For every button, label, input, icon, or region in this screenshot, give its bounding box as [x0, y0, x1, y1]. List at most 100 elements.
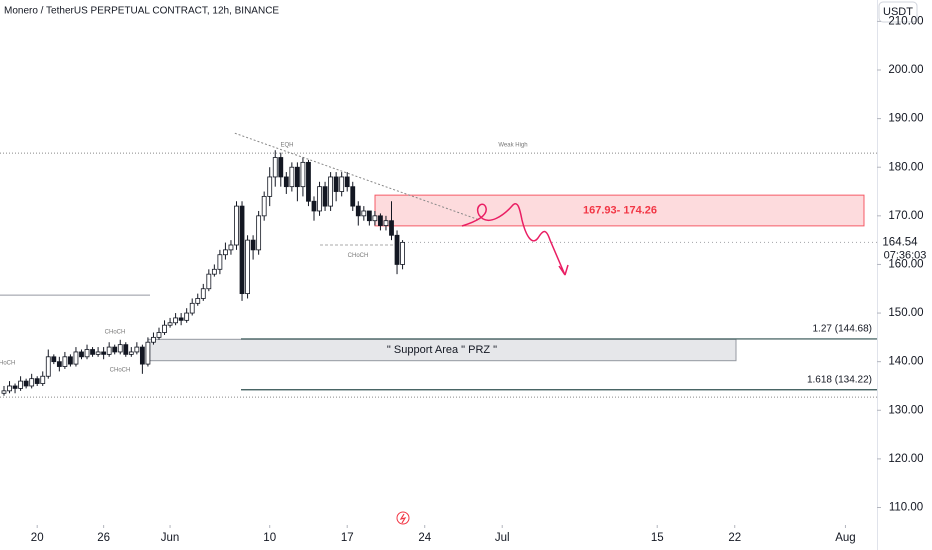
y-tick-label: 130.00 [888, 404, 923, 416]
trendline [234, 132, 481, 221]
candle-body [283, 176, 289, 188]
candle-body [344, 176, 350, 188]
candle-body [51, 356, 57, 363]
x-tick-label: 17 [341, 532, 354, 544]
candle-body [1, 390, 7, 394]
candle-body [289, 166, 295, 188]
candle-body [23, 380, 29, 387]
candle-body [306, 161, 311, 202]
candle-body [128, 351, 134, 355]
zone-label: 167.93- 174.26 [583, 204, 657, 216]
candle-body [250, 239, 256, 251]
y-tick-label: 180.00 [888, 161, 923, 173]
candle-body [245, 239, 250, 295]
candle-body [167, 322, 173, 326]
projection-arrow [461, 203, 569, 276]
chart-title: Monero / TetherUS PERPETUAL CONTRACT, 12… [4, 6, 279, 17]
y-tick-label: 200.00 [888, 64, 923, 76]
countdown-label: 07:36:03 [884, 249, 927, 261]
x-tick-label: Jul [495, 532, 510, 544]
x-tick-label: Aug [835, 532, 855, 544]
fib-label: 1.27 (144.68) [813, 324, 873, 335]
x-tick-label: Jun [161, 532, 180, 544]
candle-body [311, 200, 317, 212]
candle-body [7, 385, 12, 392]
choch-label: CHoCH [348, 253, 369, 259]
candle-body [123, 344, 129, 355]
candle-body [90, 349, 95, 355]
logo-bolt [399, 513, 407, 524]
plot: Weak High 167.93- 174.26 " Support Area " … [0, 132, 877, 398]
candle-body [234, 205, 239, 246]
candle-body [355, 205, 361, 217]
candle-body [178, 317, 184, 321]
candle-body [383, 220, 389, 226]
candle-body [173, 317, 178, 324]
x-tick-label: 24 [418, 532, 431, 544]
candle-body [189, 302, 195, 314]
y-tick-label: 120.00 [888, 453, 923, 465]
candle-body [272, 157, 278, 178]
candle-body [34, 378, 40, 384]
candle-body [156, 332, 162, 338]
candle-body [79, 351, 84, 358]
candle-body [151, 336, 156, 343]
candle-body [95, 351, 101, 355]
choch-label: CHoCH [0, 361, 15, 367]
candle-body [195, 298, 201, 304]
choch-label: CHoCH [110, 368, 131, 374]
x-tick-label: 10 [263, 532, 276, 544]
candle-body [18, 380, 23, 389]
weak-high-label: Weak High [498, 143, 527, 149]
candle-body [378, 215, 383, 226]
y-tick-label: 210.00 [888, 15, 923, 27]
y-tick-label: 160.00 [888, 258, 923, 270]
candle-body [394, 234, 400, 265]
candle-body [278, 157, 284, 178]
candle-body [333, 176, 339, 192]
x-tick-label: 26 [97, 532, 110, 544]
candle-body [339, 176, 345, 192]
candle-body [84, 349, 90, 358]
candle-body [317, 186, 322, 212]
candle-body [261, 195, 267, 217]
x-tick-label: 20 [31, 532, 44, 544]
candle-body [322, 186, 328, 207]
candle-body [40, 375, 46, 384]
supply-zone [374, 194, 865, 227]
last-price-label: 164.54 [882, 236, 918, 248]
currency-label[interactable]: USDT [883, 6, 913, 18]
candle-body [162, 324, 167, 333]
eqh-label: EQH [280, 142, 293, 148]
y-tick-label: 140.00 [888, 356, 923, 368]
candle-body [206, 273, 212, 290]
choch-label: CHoCH [105, 330, 126, 336]
candle-body [239, 205, 245, 295]
candle-body [328, 176, 334, 207]
candle-body [200, 288, 206, 299]
x-tick-label: 22 [728, 532, 741, 544]
candle-body [139, 346, 145, 365]
candle-body [184, 312, 190, 321]
candle-body [361, 210, 367, 217]
currency-button[interactable] [878, 1, 918, 23]
candle-body [56, 361, 62, 367]
candle-body [300, 161, 306, 188]
y-tick-label: 150.00 [888, 307, 923, 319]
candle-body [45, 356, 51, 377]
candle-body [211, 268, 217, 275]
candle-body [366, 210, 372, 222]
y-tick-label: 110.00 [889, 502, 923, 514]
candle-body [223, 249, 228, 256]
candle-body [106, 346, 112, 355]
candle-body [294, 166, 300, 188]
candle-body [350, 186, 356, 207]
x-tick-label: 15 [651, 532, 664, 544]
candle-body [101, 351, 107, 355]
candle-body [134, 346, 140, 353]
candle-body [62, 356, 68, 367]
candle-body [112, 346, 118, 353]
candle-body [117, 344, 123, 353]
